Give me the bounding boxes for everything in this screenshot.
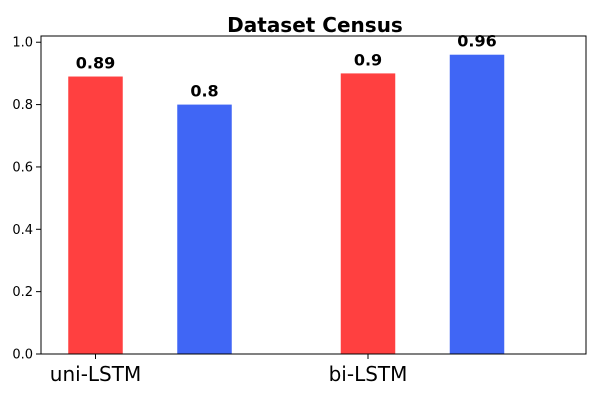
y-tick-label: 0.4 (12, 223, 33, 238)
y-axis: 0.0 0.2 0.4 0.6 0.8 1.0 (12, 36, 41, 363)
y-tick-label: 0.8 (12, 98, 33, 113)
data-label: 0.89 (76, 54, 115, 73)
y-tick-label: 0.0 (12, 348, 33, 363)
bar-uni-LSTM-series-1 (68, 76, 123, 354)
x-axis: uni-LSTM bi-LSTM (50, 354, 408, 386)
bar-bi-LSTM-series-2 (449, 54, 505, 355)
x-tick-label: uni-LSTM (50, 362, 141, 386)
plot-frame (40, 35, 587, 355)
bars (68, 54, 505, 355)
bar-uni-LSTM-series-2 (177, 104, 232, 355)
data-label: 0.96 (457, 32, 496, 51)
y-tick-label: 0.2 (12, 285, 33, 300)
data-label: 0.9 (354, 50, 382, 69)
data-label: 0.8 (190, 82, 218, 101)
x-tick-label: bi-LSTM (329, 362, 408, 386)
y-tick-label: 0.6 (12, 160, 33, 175)
bar-bi-LSTM-series-1 (340, 73, 396, 354)
data-labels: 0.89 0.8 0.9 0.96 (76, 32, 497, 101)
chart-title: Dataset Census (227, 13, 403, 37)
y-tick-label: 1.0 (12, 36, 33, 51)
